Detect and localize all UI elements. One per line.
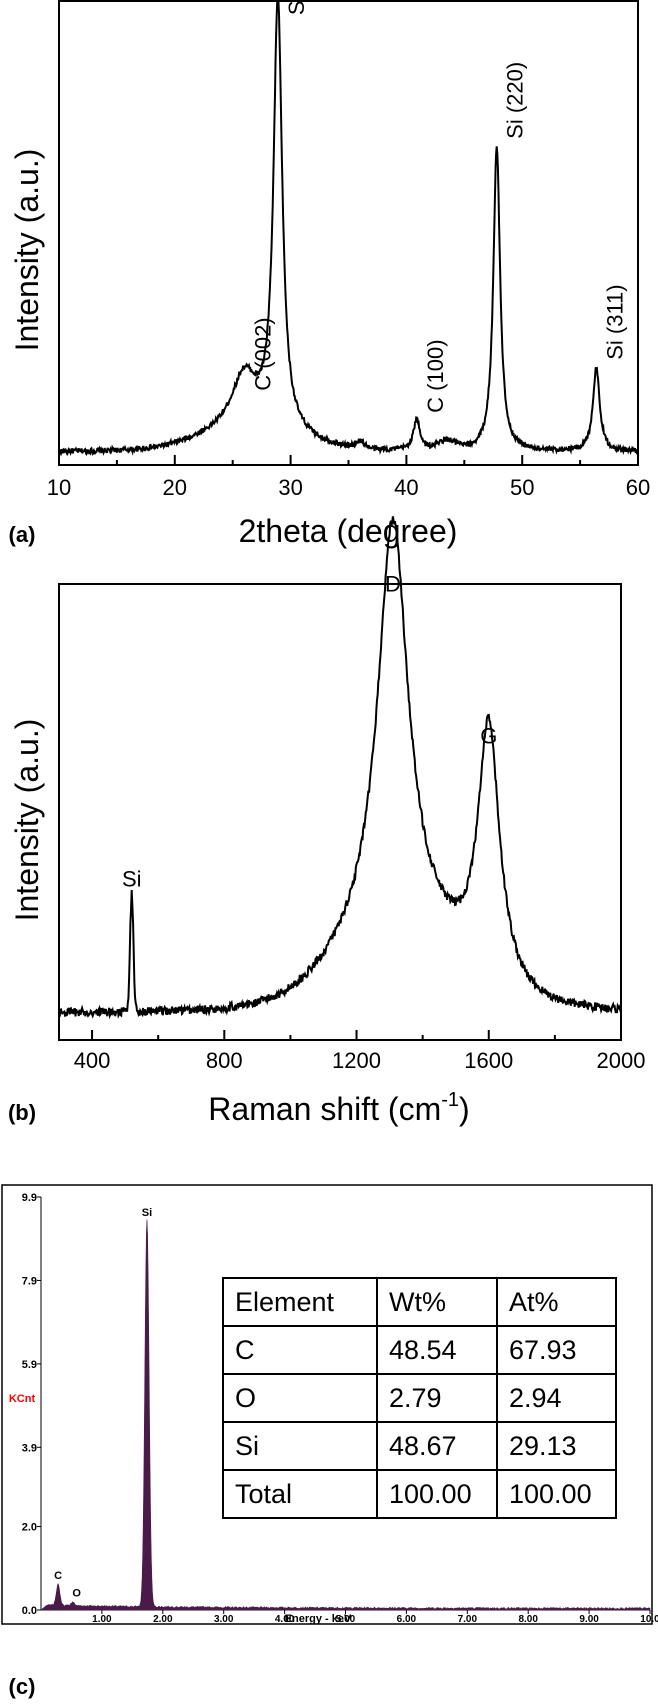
peak-label: G [480,723,497,748]
peak-label: Si (111) [284,0,309,15]
y-tick-label: 7.9 [22,1275,37,1287]
y-tick-label: 9.9 [22,1192,37,1204]
y-tick-label: 0.0 [22,1605,37,1617]
x-tick-label: 6.00 [397,1614,417,1625]
x-tick-label: 3.00 [214,1614,234,1625]
eds-spectrum [40,1219,651,1611]
x-tick-label: 10.0 [640,1614,658,1625]
x-tick-label: 9.00 [579,1614,599,1625]
y-tick-label: 3.9 [22,1442,37,1454]
table-cell: C [222,1325,378,1375]
x-tick-label: 4.00 [275,1614,295,1625]
x-tick-label: 2.00 [153,1614,173,1625]
x-tick-label: 40 [394,475,418,500]
plot-frame [58,583,622,1041]
x-axis-label: 2theta (degree) [239,513,458,549]
panel-label: (a) [9,522,36,547]
spectrum-area [40,1219,651,1611]
x-tick-label: 2000 [597,1048,646,1073]
peak-label: Si (220) [503,62,528,139]
peak-label: C (002) [250,317,275,390]
outer-frame [1,1184,653,1625]
x-axis-label-close: ) [459,1091,470,1127]
panel-b-raman-chart: Intensity (a.u.) 400 800 1200 1600 2000 Si D G… [8,516,646,1127]
x-axis-label-superscript: -1 [441,1089,459,1111]
table-cell: 2.94 [496,1373,617,1423]
x-tick-label: 1.00 [92,1614,112,1625]
x-tick-label: 8.00 [518,1614,538,1625]
table-row: C 48.54 67.93 [222,1325,617,1375]
x-tick-label: 1600 [464,1048,513,1073]
panel-a-xrd-chart: Intensity (a.u.) 10 20 30 40 50 60 C (002) Si … [9,0,650,549]
table-row: Si 48.67 29.13 [222,1421,617,1471]
x-tick-label: 5.00 [336,1614,356,1625]
table-cell: 48.54 [376,1325,498,1375]
peak-label: Si [142,1207,152,1219]
composition-table: Element Wt% At% C 48.54 67.93 O 2.79 2.9… [222,1277,617,1519]
table-header-row: Element Wt% At% [222,1277,617,1327]
y-tick-label: 2.0 [22,1522,37,1534]
x-tick-label: 800 [206,1048,243,1073]
table-cell: Si [222,1421,378,1471]
table-cell: 2.79 [376,1373,498,1423]
x-axis-label-text: Raman shift (cm [208,1091,441,1127]
table-cell: O [222,1373,378,1423]
table-cell: 67.93 [496,1325,617,1375]
x-tick-label: 60 [626,475,650,500]
y-tick-label: 5.9 [22,1359,37,1371]
x-tick-label: 50 [510,475,534,500]
xrd-pattern-line [58,0,639,457]
x-axis-label: Energy - keV [285,1613,352,1625]
peak-label: C (100) [423,339,448,412]
x-axis-label: Raman shift (cm-1) [208,1089,469,1127]
panel-label: (b) [8,1100,36,1125]
table-row: Total 100.00 100.00 [222,1469,617,1519]
raman-spectrum-line [58,516,622,1020]
table-cell: 48.67 [376,1421,498,1471]
y-axis-label: Intensity (a.u.) [9,149,45,352]
x-tick-label: 1200 [332,1048,381,1073]
x-tick-label: 10 [47,475,71,500]
x-tick-label: 7.00 [458,1614,478,1625]
table-header-cell: At% [496,1277,617,1327]
x-tick-label: 400 [74,1048,111,1073]
y-axis-label: Intensity (a.u.) [9,719,45,922]
peak-label: C [54,1570,62,1582]
panel-label: (c) [9,1674,36,1699]
y-axis-label: KCnt [9,1393,36,1405]
table-cell: 29.13 [496,1421,617,1471]
peak-label: D [385,571,401,596]
table-header-cell: Element [222,1277,378,1327]
panel-c-eds-chart: 0.0 2.0 3.9 5.9 7.9 9.9 1.00 2.00 3.00 4.00 5.00 6.… [1,1184,658,1699]
x-tick-label: 30 [278,475,302,500]
x-tick-label: 20 [163,475,187,500]
peak-label: O [72,1588,81,1600]
table-row: O 2.79 2.94 [222,1373,617,1423]
table-cell: Total [222,1469,378,1519]
table-cell: 100.00 [376,1469,498,1519]
peak-label: Si [122,867,142,892]
table-header-cell: Wt% [376,1277,498,1327]
table-cell: 100.00 [496,1469,617,1519]
peak-label: Si (311) [602,284,627,359]
plot-frame [58,0,639,466]
